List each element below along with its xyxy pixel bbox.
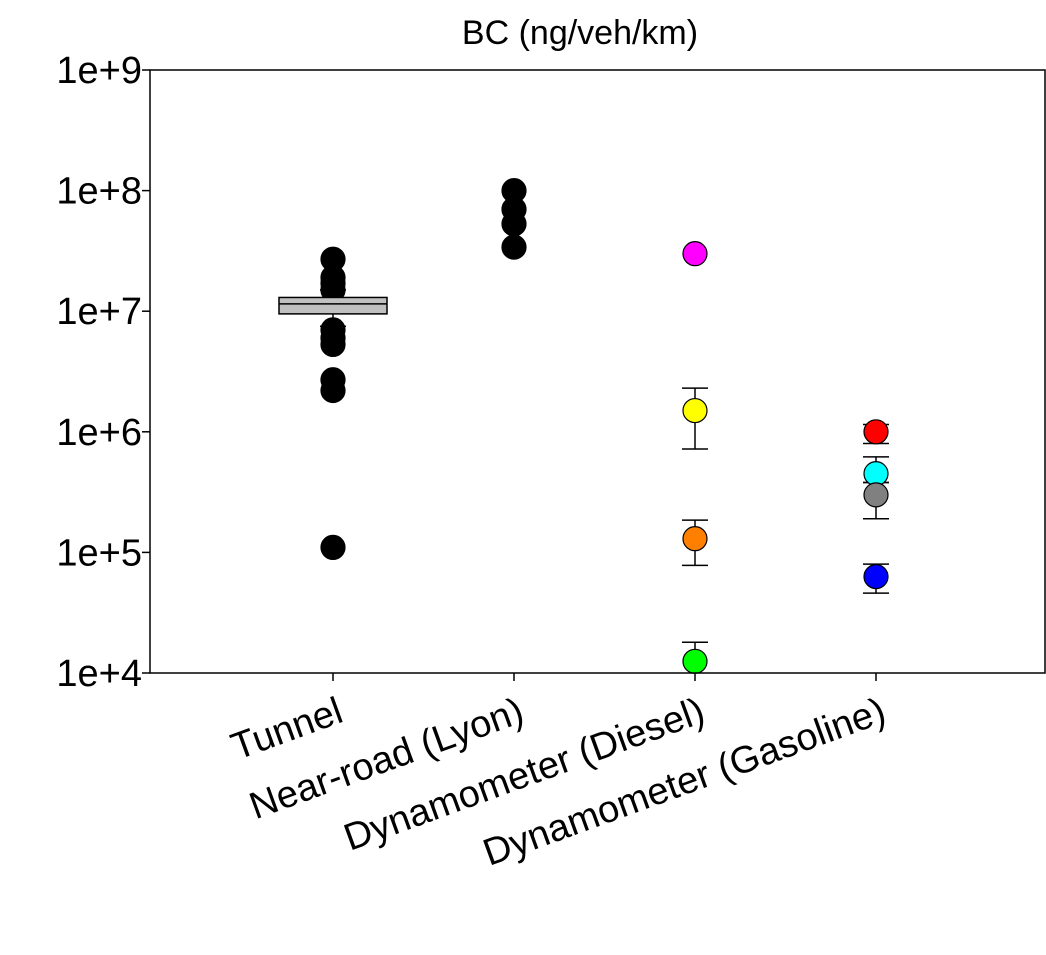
data-point (501, 234, 527, 260)
data-point (863, 419, 889, 445)
data-point (682, 397, 708, 424)
y-tick-label: 1e+6 (56, 412, 142, 454)
data-point (863, 482, 889, 508)
y-axis: 1e+4 1e+5 1e+6 1e+7 1e+8 1e+9 (56, 50, 150, 695)
box-plot (278, 289, 388, 328)
data-point (501, 211, 527, 237)
plot-marks (278, 178, 889, 674)
data-point (682, 241, 708, 267)
plot-frame (149, 69, 1046, 674)
data-point (863, 461, 889, 487)
data-point (320, 331, 346, 358)
data-point (320, 534, 346, 561)
y-tick-label: 1e+5 (56, 532, 142, 574)
chart-title: BC (ng/veh/km) (462, 14, 698, 52)
y-tick-label: 1e+8 (56, 171, 142, 213)
data-point (863, 563, 889, 590)
y-tick-label: 1e+7 (56, 291, 142, 333)
data-point (320, 377, 346, 404)
y-tick-label: 1e+9 (56, 50, 142, 92)
data-point (682, 526, 708, 552)
y-tick-label: 1e+4 (56, 653, 142, 695)
box-body (278, 296, 388, 315)
data-point (682, 648, 708, 674)
